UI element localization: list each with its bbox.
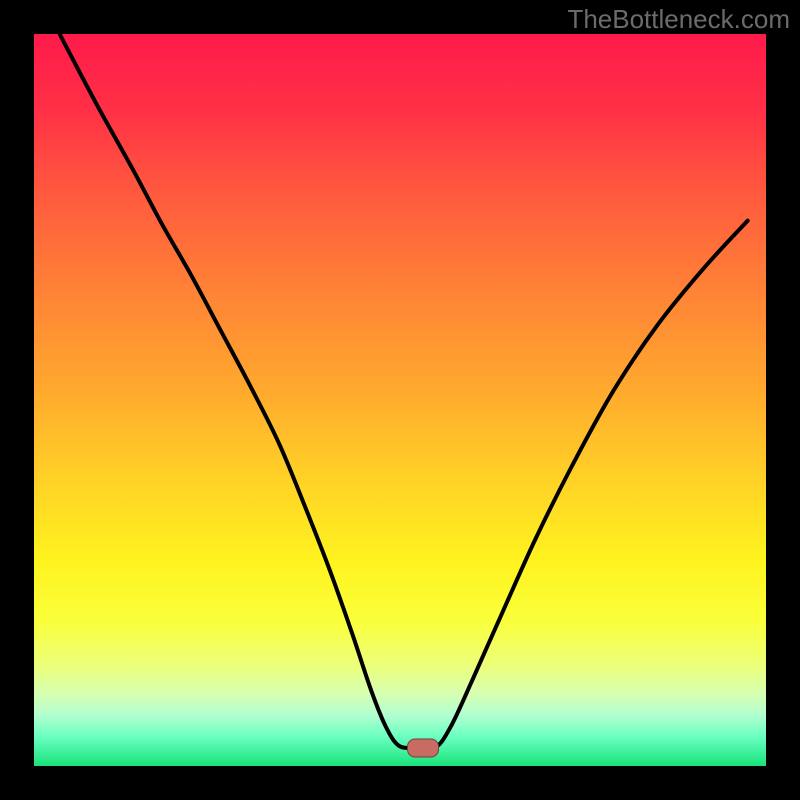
chart-background [34,34,766,766]
optimal-point-marker [407,738,439,757]
chart-frame [30,30,770,770]
